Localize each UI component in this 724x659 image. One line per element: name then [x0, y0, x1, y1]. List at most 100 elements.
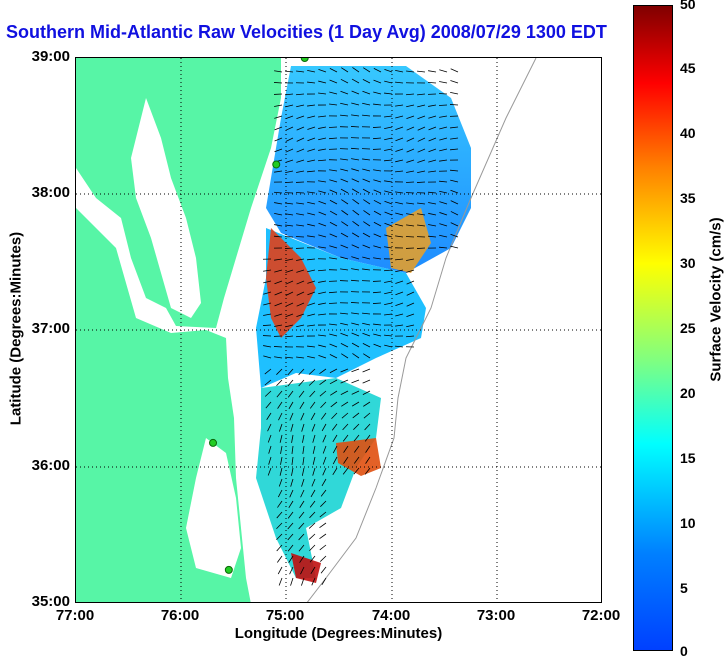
- velocity-arrow: [285, 313, 294, 318]
- velocity-arrow: [362, 332, 371, 337]
- velocity-arrow: [363, 221, 371, 227]
- velocity-arrow: [439, 201, 448, 205]
- velocity-arrow: [296, 280, 305, 285]
- velocity-arrow: [417, 115, 426, 120]
- velocity-arrow: [301, 577, 305, 586]
- velocity-arrow: [450, 189, 459, 194]
- velocity-arrow: [450, 80, 459, 84]
- velocity-arrow: [298, 522, 305, 530]
- velocity-arrow: [364, 423, 371, 431]
- velocity-arrow: [276, 368, 283, 375]
- y-axis-label: Latitude (Degrees:Minutes): [7, 231, 25, 426]
- velocity-arrow: [307, 69, 316, 73]
- map-area[interactable]: [75, 57, 602, 603]
- velocity-arrow: [363, 67, 371, 73]
- velocity-arrow: [406, 115, 415, 120]
- velocity-arrow: [280, 456, 283, 465]
- velocity-arrow: [298, 368, 305, 376]
- velocity-arrow: [439, 246, 448, 249]
- velocity-arrow: [267, 467, 272, 476]
- velocity-arrow: [406, 148, 415, 153]
- velocity-arrow: [384, 291, 393, 295]
- velocity-arrow: [276, 379, 283, 387]
- velocity-arrow: [340, 158, 349, 161]
- velocity-arrow: [395, 324, 404, 327]
- velocity-arrow: [406, 104, 415, 108]
- velocity-arrow: [296, 324, 305, 328]
- velocity-arrow: [362, 158, 371, 161]
- velocity-arrow: [439, 212, 448, 216]
- velocity-arrow: [351, 244, 360, 249]
- velocity-arrow: [365, 456, 371, 464]
- velocity-arrow: [289, 412, 294, 421]
- velocity-arrow: [406, 269, 415, 273]
- velocity-arrow: [373, 79, 382, 84]
- velocity-arrow: [318, 92, 327, 95]
- velocity-arrow: [372, 137, 382, 140]
- velocity-arrow: [274, 356, 283, 359]
- velocity-arrow: [439, 115, 448, 118]
- x-tick-label: 77:00: [55, 607, 95, 624]
- velocity-arrow: [274, 269, 283, 273]
- velocity-arrow: [417, 159, 426, 163]
- velocity-arrow: [276, 533, 283, 541]
- velocity-arrow: [296, 224, 305, 227]
- velocity-arrow: [274, 70, 283, 73]
- velocity-arrow: [311, 423, 316, 432]
- velocity-arrow: [288, 401, 294, 410]
- velocity-arrow: [332, 445, 338, 454]
- velocity-arrow: [395, 159, 404, 163]
- velocity-arrow: [311, 478, 316, 487]
- velocity-arrow: [311, 577, 316, 586]
- velocity-arrow: [328, 302, 338, 304]
- velocity-arrow: [309, 544, 316, 552]
- velocity-arrow: [287, 544, 294, 552]
- velocity-arrow: [263, 291, 272, 295]
- velocity-arrow: [428, 126, 437, 131]
- velocity-arrow: [351, 268, 360, 271]
- velocity-arrow: [307, 258, 316, 261]
- velocity-arrow: [310, 412, 316, 421]
- velocity-arrow: [307, 212, 316, 216]
- velocity-arrow: [353, 456, 360, 464]
- velocity-arrow: [373, 323, 382, 326]
- velocity-arrow: [308, 522, 316, 529]
- velocity-arrow: [296, 291, 305, 296]
- velocity-arrow: [373, 179, 382, 183]
- velocity-arrow: [273, 82, 283, 84]
- velocity-arrow: [273, 346, 283, 348]
- velocity-arrow: [329, 245, 338, 249]
- velocity-arrow: [427, 82, 437, 84]
- velocity-arrow: [285, 356, 294, 359]
- velocity-arrows: [262, 67, 459, 586]
- velocity-arrow: [373, 333, 382, 337]
- velocity-arrow: [428, 137, 437, 142]
- velocity-arrow: [405, 93, 415, 96]
- velocity-arrow: [274, 224, 283, 227]
- velocity-arrow: [395, 212, 404, 216]
- velocity-arrow: [340, 188, 349, 194]
- velocity-arrow: [351, 232, 360, 238]
- velocity-arrow: [406, 280, 415, 285]
- velocity-arrow: [439, 148, 448, 152]
- velocity-arrow: [373, 189, 382, 194]
- velocity-arrow: [373, 221, 382, 227]
- velocity-arrow: [285, 280, 294, 285]
- velocity-arrow: [362, 368, 371, 373]
- velocity-arrow: [285, 126, 294, 131]
- velocity-arrow: [373, 199, 382, 205]
- velocity-arrow: [273, 191, 283, 194]
- velocity-arrow: [291, 434, 294, 443]
- velocity-arrow: [318, 137, 327, 141]
- velocity-arrow: [428, 202, 437, 205]
- velocity-arrow: [341, 67, 349, 73]
- velocity-arrow: [285, 115, 294, 120]
- velocity-arrow: [406, 324, 415, 328]
- velocity-arrow: [428, 148, 437, 153]
- velocity-arrow: [287, 379, 294, 387]
- velocity-arrow: [351, 256, 360, 260]
- velocity-arrow: [351, 401, 360, 407]
- velocity-arrow: [296, 104, 305, 108]
- velocity-arrow: [384, 222, 393, 227]
- colorbar-tick: 30: [680, 255, 696, 271]
